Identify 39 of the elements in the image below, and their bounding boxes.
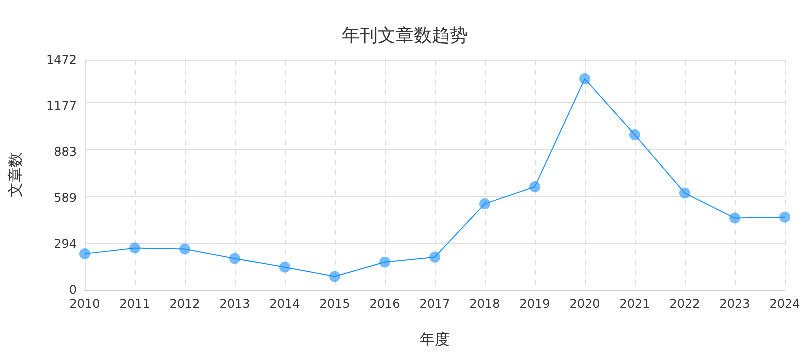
x-tick-label: 2013	[220, 297, 250, 311]
x-tick-label: 2010	[70, 297, 100, 311]
x-tick-label: 2015	[320, 297, 350, 311]
x-tick-label: 2020	[570, 297, 600, 311]
point	[580, 74, 590, 85]
point	[480, 198, 490, 210]
point	[230, 253, 240, 264]
y-tick-label: 883	[54, 145, 77, 160]
y-tick-label: 1472	[46, 53, 77, 67]
point	[380, 256, 390, 268]
x-tick-label: 2024	[770, 297, 800, 311]
point	[180, 244, 190, 255]
x-tick-label: 2018	[470, 297, 500, 311]
point	[630, 130, 640, 140]
x-tick-label: 2017	[420, 297, 450, 311]
x-tick-label: 2011	[120, 297, 150, 311]
point	[80, 248, 90, 260]
x-tick-label: 2021	[620, 297, 650, 311]
point	[730, 212, 740, 224]
point	[430, 252, 440, 263]
y-tick-label: 1177	[46, 99, 77, 114]
x-axis-title: 年度	[420, 330, 450, 348]
x-tick-label: 2012	[170, 297, 200, 311]
point	[280, 262, 290, 273]
point	[330, 271, 340, 282]
y-tick-label: 294	[54, 237, 77, 252]
chart-title: 年刊文章数趋势	[342, 26, 468, 46]
x-tick-label: 2023	[720, 297, 750, 311]
point	[780, 212, 790, 223]
x-tick-label: 2022	[670, 297, 700, 311]
y-tick-label: 589	[54, 190, 77, 205]
x-tick-label: 2019	[520, 297, 550, 311]
point	[530, 182, 540, 193]
x-tick-label: 2016	[370, 297, 400, 311]
point	[680, 188, 690, 199]
x-tick-label: 2014	[270, 297, 300, 311]
y-tick-label: 0	[69, 283, 77, 297]
y-axis-title: 文章数	[6, 152, 24, 198]
point	[130, 242, 140, 254]
